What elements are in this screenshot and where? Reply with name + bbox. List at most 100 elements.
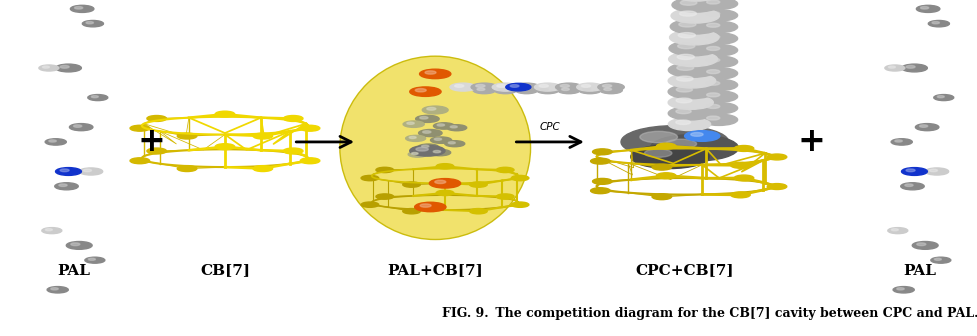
Circle shape [471, 83, 497, 91]
Circle shape [602, 85, 611, 87]
Circle shape [177, 166, 196, 172]
Circle shape [469, 209, 487, 214]
Text: PAL+CB[7]: PAL+CB[7] [387, 263, 483, 278]
Circle shape [418, 129, 442, 137]
Circle shape [446, 125, 466, 131]
Circle shape [656, 143, 675, 149]
Circle shape [403, 209, 420, 214]
Circle shape [700, 0, 737, 9]
Circle shape [283, 116, 303, 121]
Circle shape [436, 190, 453, 196]
Circle shape [665, 139, 696, 149]
Circle shape [422, 106, 447, 114]
Circle shape [734, 175, 753, 181]
Circle shape [597, 83, 623, 91]
Text: +: + [797, 125, 825, 159]
Circle shape [449, 126, 457, 128]
Circle shape [675, 120, 690, 125]
Circle shape [700, 114, 737, 125]
Circle shape [672, 0, 719, 1]
Circle shape [915, 243, 925, 246]
Circle shape [91, 96, 99, 98]
Circle shape [375, 194, 393, 199]
Circle shape [671, 0, 719, 12]
Circle shape [680, 0, 697, 5]
Circle shape [931, 22, 939, 24]
Circle shape [766, 154, 786, 160]
Circle shape [706, 104, 719, 109]
Circle shape [915, 5, 939, 12]
Circle shape [734, 145, 753, 152]
Circle shape [497, 88, 505, 90]
Circle shape [890, 139, 912, 145]
Circle shape [300, 158, 319, 164]
Circle shape [905, 66, 914, 68]
Circle shape [676, 65, 693, 70]
Circle shape [706, 93, 719, 97]
Circle shape [82, 20, 104, 27]
Circle shape [555, 83, 581, 91]
Circle shape [361, 175, 378, 181]
Circle shape [60, 66, 69, 68]
Circle shape [62, 302, 70, 305]
Circle shape [700, 102, 737, 114]
Circle shape [557, 87, 579, 94]
Circle shape [69, 124, 93, 131]
Circle shape [491, 83, 518, 91]
Circle shape [905, 169, 914, 172]
Circle shape [56, 168, 81, 175]
Circle shape [620, 126, 728, 158]
Circle shape [700, 79, 737, 91]
Circle shape [684, 131, 719, 141]
Circle shape [253, 133, 273, 139]
Circle shape [667, 107, 711, 120]
Circle shape [436, 164, 453, 169]
Circle shape [656, 173, 675, 179]
Circle shape [60, 169, 69, 172]
Circle shape [496, 194, 514, 199]
Circle shape [903, 301, 926, 308]
Circle shape [406, 122, 414, 124]
Circle shape [434, 138, 442, 140]
Circle shape [55, 183, 78, 190]
Circle shape [590, 158, 610, 164]
Text: CPC+CB[7]: CPC+CB[7] [635, 263, 733, 278]
Circle shape [420, 204, 431, 207]
Circle shape [590, 188, 610, 194]
Circle shape [511, 175, 529, 181]
Circle shape [429, 150, 450, 156]
Circle shape [652, 194, 671, 200]
Circle shape [215, 144, 234, 150]
Circle shape [919, 7, 928, 9]
Circle shape [639, 131, 677, 143]
Circle shape [409, 145, 445, 156]
Circle shape [51, 288, 59, 290]
Circle shape [435, 180, 446, 183]
Circle shape [592, 178, 612, 184]
Circle shape [644, 149, 671, 157]
Circle shape [675, 87, 692, 92]
Circle shape [675, 109, 691, 114]
Text: CB[7]: CB[7] [199, 263, 250, 278]
Circle shape [904, 184, 913, 186]
Circle shape [700, 56, 737, 68]
Circle shape [677, 33, 695, 38]
Circle shape [560, 85, 569, 87]
Circle shape [433, 151, 441, 153]
Text: CPC: CPC [539, 122, 560, 132]
Circle shape [215, 111, 234, 117]
Circle shape [706, 81, 719, 85]
Circle shape [912, 242, 937, 249]
Circle shape [414, 202, 446, 212]
Circle shape [70, 5, 94, 12]
Circle shape [417, 144, 439, 151]
Circle shape [42, 66, 50, 68]
Circle shape [676, 76, 693, 81]
Circle shape [630, 145, 708, 169]
Circle shape [766, 183, 786, 190]
Circle shape [454, 85, 463, 87]
Circle shape [42, 227, 62, 234]
Circle shape [59, 184, 67, 186]
Circle shape [469, 182, 487, 187]
Circle shape [561, 88, 569, 90]
